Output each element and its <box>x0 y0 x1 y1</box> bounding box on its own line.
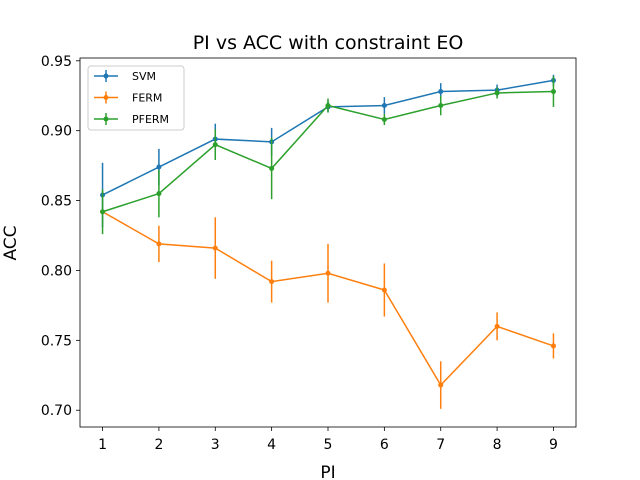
legend-item-ferm: FERM <box>94 91 162 105</box>
legend-item-pferm: PFERM <box>94 113 169 126</box>
x-tick-label: 3 <box>211 437 220 453</box>
data-point-ferm <box>494 323 500 329</box>
y-tick-label: 0.85 <box>41 194 72 210</box>
x-tick-label: 7 <box>436 437 445 453</box>
y-tick-label: 0.80 <box>41 263 72 279</box>
data-point-svm <box>156 164 162 170</box>
x-tick-label: 6 <box>380 437 389 453</box>
data-point-ferm <box>550 343 556 349</box>
data-point-pferm <box>212 142 218 148</box>
data-point-pferm <box>494 90 500 96</box>
data-point-ferm <box>156 241 162 247</box>
data-point-ferm <box>269 279 275 285</box>
y-tick-label: 0.95 <box>41 54 72 70</box>
y-tick-label: 0.75 <box>41 333 72 349</box>
legend-label-svm: SVM <box>132 70 156 83</box>
data-point-ferm <box>212 245 218 251</box>
y-tick-label: 0.90 <box>41 124 72 140</box>
data-point-svm <box>438 89 444 95</box>
series-pferm <box>100 76 556 235</box>
x-tick-label: 4 <box>267 437 276 453</box>
data-point-pferm <box>325 103 331 109</box>
legend-box <box>87 65 185 131</box>
x-tick-label: 2 <box>154 437 163 453</box>
data-point-pferm <box>156 191 162 197</box>
data-point-svm <box>381 103 387 109</box>
x-tick-label: 9 <box>549 437 558 453</box>
y-axis-title: ACC <box>1 225 21 260</box>
data-point-pferm <box>381 117 387 122</box>
chart-title: PI vs ACC with constraint EO <box>193 32 464 54</box>
data-point-pferm <box>550 89 556 95</box>
legend-label-ferm: FERM <box>132 92 162 105</box>
plot-area <box>100 74 556 409</box>
data-point-ferm <box>381 287 387 293</box>
data-point-pferm <box>100 209 106 215</box>
data-point-pferm <box>269 165 275 171</box>
x-tick-label: 8 <box>493 437 502 453</box>
x-tick-label: 1 <box>98 437 107 453</box>
legend: SVM FERM PFERM <box>87 65 185 131</box>
legend-marker-pferm <box>103 116 109 122</box>
legend-item-svm: SVM <box>94 70 156 83</box>
data-point-pferm <box>438 103 444 109</box>
legend-marker-svm <box>103 73 109 79</box>
data-point-ferm <box>325 270 331 276</box>
x-tick-label: 5 <box>324 437 333 453</box>
legend-label-pferm: PFERM <box>132 113 169 126</box>
x-axis-title: PI <box>320 463 335 480</box>
axes: 1 2 3 4 5 6 7 8 9 0.70 0.75 0.80 0.85 0.90 0.95 <box>41 54 558 453</box>
y-tick-label: 0.70 <box>41 403 72 419</box>
data-point-ferm <box>438 382 444 388</box>
series-ferm <box>100 209 556 409</box>
legend-marker-ferm <box>103 95 109 100</box>
